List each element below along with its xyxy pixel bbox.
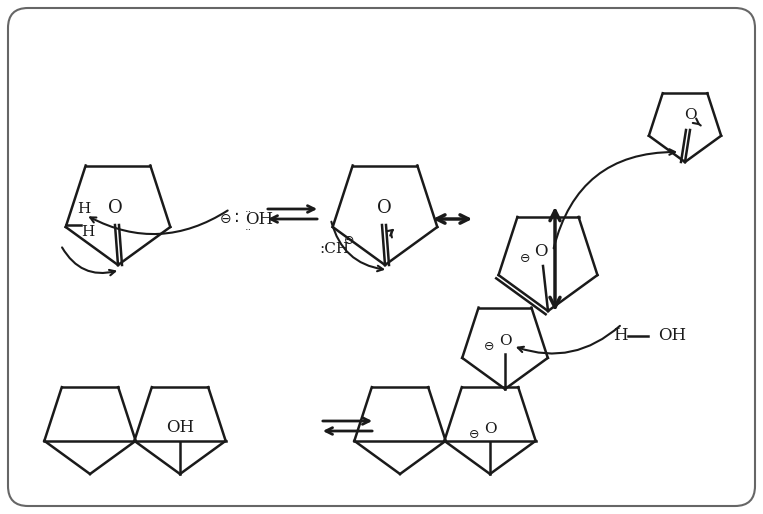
Text: OH: OH bbox=[658, 327, 686, 344]
Text: H: H bbox=[81, 225, 95, 239]
Text: :: : bbox=[234, 208, 240, 226]
Text: OH: OH bbox=[166, 419, 194, 436]
Text: $\ominus$: $\ominus$ bbox=[468, 428, 480, 440]
Text: $\ominus$: $\ominus$ bbox=[343, 234, 354, 248]
Text: O: O bbox=[484, 422, 496, 436]
Text: O: O bbox=[377, 199, 391, 217]
Text: $\ominus$: $\ominus$ bbox=[520, 251, 530, 265]
Text: H: H bbox=[77, 202, 90, 216]
Text: O: O bbox=[534, 243, 548, 260]
Text: ..: .. bbox=[245, 204, 253, 214]
Text: O: O bbox=[499, 334, 511, 348]
Text: O: O bbox=[108, 199, 122, 217]
Text: OH: OH bbox=[245, 211, 273, 228]
FancyBboxPatch shape bbox=[8, 8, 755, 506]
Text: ..: .. bbox=[245, 222, 253, 232]
Text: $\ominus$: $\ominus$ bbox=[219, 212, 231, 226]
Text: $\ominus$: $\ominus$ bbox=[483, 340, 494, 353]
Text: O: O bbox=[684, 108, 697, 122]
Text: :CH: :CH bbox=[320, 242, 349, 256]
Text: H: H bbox=[613, 327, 627, 344]
